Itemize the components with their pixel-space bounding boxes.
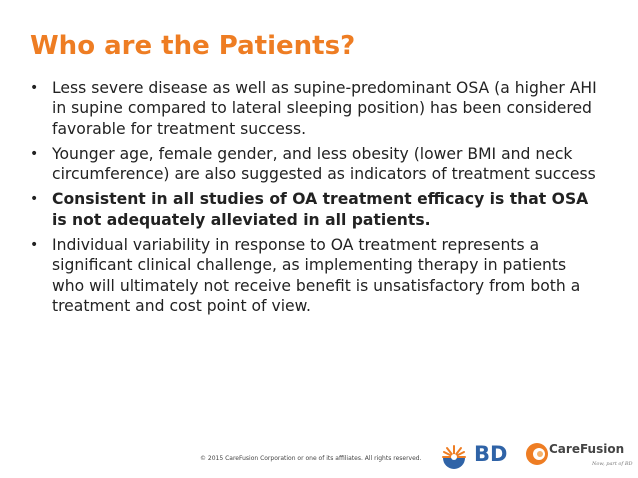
bullet-item-bold: • Consistent in all studies of OA treatm… [28, 189, 600, 230]
bullet-text: Younger age, female gender, and less obe… [52, 144, 596, 184]
bullet-icon: • [30, 145, 39, 162]
bullet-icon: • [30, 80, 39, 96]
bd-sunburst-icon [442, 445, 466, 469]
bullet-text: Consistent in all studies of OA treatmen… [52, 190, 589, 229]
slide-title: Who are the Patients? [30, 31, 356, 61]
carefusion-swirl-icon [526, 443, 548, 465]
bullet-item: • Less severe disease as well as supine-… [28, 78, 600, 139]
bullet-icon: • [30, 237, 39, 254]
bullet-list: • Less severe disease as well as supine-… [28, 78, 600, 321]
bullet-text: Less severe disease as well as supine-pr… [52, 79, 597, 138]
carefusion-logo [526, 443, 548, 465]
bullet-item: • Individual variability in response to … [28, 235, 600, 316]
carefusion-logo-text: CareFusion [549, 442, 625, 456]
bd-logo-text: BD [474, 442, 508, 466]
copyright-notice: © 2015 CareFusion Corporation or one of … [200, 455, 422, 462]
carefusion-tagline: Now, part of BD [592, 461, 633, 467]
bullet-text: Individual variability in response to OA… [52, 236, 581, 315]
bd-logo [442, 445, 466, 469]
bullet-icon: • [30, 191, 39, 208]
bullet-item: • Younger age, female gender, and less o… [28, 144, 600, 185]
